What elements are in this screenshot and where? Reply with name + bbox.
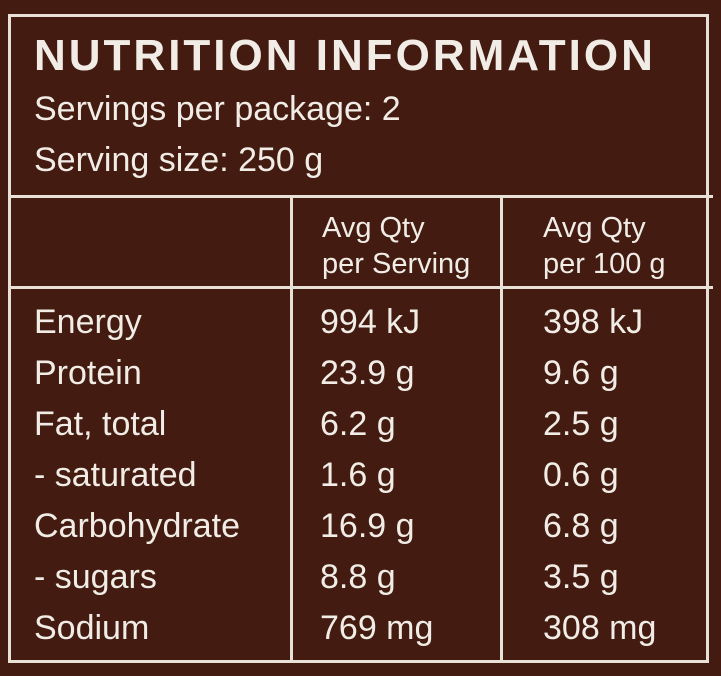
column-header-per-100g-line1: Avg Qty (543, 212, 646, 244)
servings-per-package: Servings per package: 2 (34, 90, 401, 128)
per-serving-value: 1.6 g (320, 456, 396, 494)
table-row: Carbohydrate 16.9 g 6.8 g (0, 501, 721, 551)
per-serving-value: 769 mg (320, 609, 434, 647)
panel-border (8, 14, 709, 663)
per-100g-value: 0.6 g (543, 456, 619, 494)
header-divider-top (8, 195, 713, 198)
nutrient-label: - sugars (34, 558, 157, 596)
per-serving-value: 23.9 g (320, 354, 415, 392)
per-100g-value: 3.5 g (543, 558, 619, 596)
table-row: - saturated 1.6 g 0.6 g (0, 450, 721, 500)
column-divider-2 (500, 197, 503, 663)
table-row: - sugars 8.8 g 3.5 g (0, 552, 721, 602)
table-row: Protein 23.9 g 9.6 g (0, 348, 721, 398)
table-row: Sodium 769 mg 308 mg (0, 603, 721, 653)
nutrient-label: Protein (34, 354, 142, 392)
nutrient-label: Fat, total (34, 405, 167, 443)
nutrient-label: Energy (34, 303, 142, 341)
panel-title: NUTRITION INFORMATION (34, 31, 656, 80)
column-header-per-100g-line2: per 100 g (543, 248, 666, 280)
per-serving-value: 16.9 g (320, 507, 415, 545)
per-serving-value: 8.8 g (320, 558, 396, 596)
per-serving-value: 6.2 g (320, 405, 396, 443)
table-row: Energy 994 kJ 398 kJ (0, 297, 721, 347)
nutrient-label: - saturated (34, 456, 197, 494)
header-divider-bottom (8, 286, 713, 289)
per-100g-value: 6.8 g (543, 507, 619, 545)
serving-size: Serving size: 250 g (34, 141, 324, 179)
per-100g-value: 398 kJ (543, 303, 644, 341)
per-100g-value: 308 mg (543, 609, 657, 647)
column-header-per-serving-line1: Avg Qty (322, 212, 425, 244)
column-header-per-serving-line2: per Serving (322, 248, 471, 280)
per-100g-value: 2.5 g (543, 405, 619, 443)
per-serving-value: 994 kJ (320, 303, 421, 341)
table-row: Fat, total 6.2 g 2.5 g (0, 399, 721, 449)
per-100g-value: 9.6 g (543, 354, 619, 392)
nutrient-label: Sodium (34, 609, 150, 647)
column-header-per-100g: Avg Qty per 100 g (543, 210, 666, 282)
column-header-per-serving: Avg Qty per Serving (322, 210, 470, 282)
nutrient-label: Carbohydrate (34, 507, 241, 545)
column-divider-1 (290, 197, 293, 663)
